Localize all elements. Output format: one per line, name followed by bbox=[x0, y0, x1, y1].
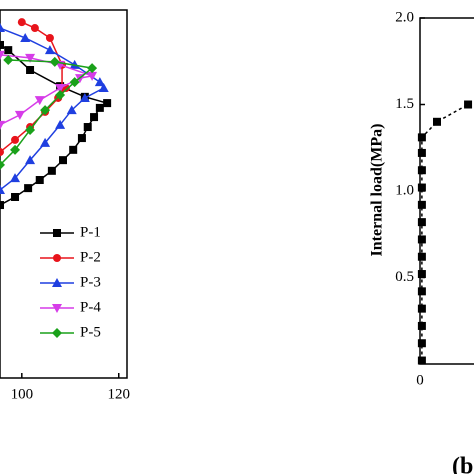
marker bbox=[0, 50, 5, 60]
y-tick-label: 2.0 bbox=[395, 9, 414, 25]
marker bbox=[59, 156, 68, 165]
marker bbox=[45, 33, 54, 42]
y-tick-label: 1.0 bbox=[395, 182, 414, 198]
marker bbox=[417, 148, 426, 157]
marker bbox=[69, 145, 78, 154]
marker bbox=[26, 65, 35, 74]
marker bbox=[433, 117, 442, 126]
legend-label: P-2 bbox=[80, 249, 101, 265]
marker bbox=[0, 148, 4, 157]
marker bbox=[94, 77, 105, 87]
marker bbox=[417, 321, 426, 330]
marker bbox=[11, 135, 20, 144]
marker bbox=[83, 123, 92, 132]
marker bbox=[53, 254, 61, 262]
plot-frame bbox=[0, 9, 128, 379]
panel-label: (b) bbox=[452, 454, 474, 474]
marker bbox=[40, 105, 51, 116]
marker bbox=[417, 218, 426, 227]
marker bbox=[10, 173, 21, 183]
marker bbox=[417, 235, 426, 244]
series-line bbox=[421, 103, 469, 361]
marker bbox=[464, 100, 473, 109]
marker bbox=[66, 105, 77, 115]
marker bbox=[417, 287, 426, 296]
x-tick-label: 100 bbox=[11, 386, 34, 402]
marker bbox=[79, 92, 90, 102]
marker bbox=[10, 144, 21, 155]
marker bbox=[0, 120, 5, 130]
marker bbox=[417, 183, 426, 192]
marker bbox=[55, 119, 66, 129]
marker bbox=[103, 99, 112, 108]
marker bbox=[417, 356, 426, 365]
marker bbox=[44, 45, 55, 55]
marker bbox=[0, 23, 5, 33]
marker bbox=[52, 278, 62, 287]
marker bbox=[30, 24, 39, 33]
marker bbox=[87, 71, 98, 81]
marker bbox=[17, 18, 26, 27]
marker bbox=[34, 96, 45, 106]
marker bbox=[35, 176, 44, 185]
marker bbox=[25, 124, 36, 135]
marker bbox=[417, 133, 426, 142]
legend-label: P-1 bbox=[80, 224, 101, 240]
plot-frame bbox=[419, 17, 474, 365]
marker bbox=[3, 55, 14, 66]
marker bbox=[0, 40, 4, 49]
marker bbox=[417, 270, 426, 279]
marker bbox=[47, 166, 56, 175]
x-tick-label: 120 bbox=[108, 386, 131, 402]
marker bbox=[98, 83, 109, 93]
marker bbox=[87, 63, 98, 74]
marker bbox=[417, 304, 426, 313]
marker bbox=[417, 252, 426, 261]
marker bbox=[55, 90, 66, 101]
marker bbox=[95, 103, 104, 112]
legend-label: P-4 bbox=[80, 299, 101, 315]
marker bbox=[25, 155, 36, 165]
y-tick-label: 0.5 bbox=[395, 269, 414, 285]
marker bbox=[4, 46, 13, 55]
marker bbox=[90, 113, 99, 122]
marker bbox=[55, 84, 66, 94]
marker bbox=[52, 328, 62, 338]
marker bbox=[0, 159, 5, 170]
marker bbox=[40, 137, 51, 147]
marker bbox=[53, 229, 61, 237]
y-axis-label: Internal load(MPa) bbox=[369, 124, 386, 257]
marker bbox=[49, 56, 60, 67]
marker bbox=[0, 201, 4, 210]
legend-label: P-3 bbox=[80, 274, 101, 290]
marker bbox=[11, 192, 20, 201]
y-tick-label: 1.5 bbox=[395, 96, 414, 112]
marker bbox=[25, 53, 36, 63]
marker bbox=[20, 32, 31, 42]
marker bbox=[14, 110, 25, 120]
marker bbox=[24, 184, 33, 193]
marker bbox=[52, 304, 62, 313]
marker bbox=[417, 200, 426, 209]
marker bbox=[417, 339, 426, 348]
marker bbox=[69, 59, 80, 69]
marker bbox=[0, 184, 5, 194]
x-tick-label: 0 bbox=[416, 372, 424, 388]
marker bbox=[69, 77, 80, 88]
marker bbox=[77, 134, 86, 143]
legend-label: P-5 bbox=[80, 324, 101, 340]
marker bbox=[417, 166, 426, 175]
